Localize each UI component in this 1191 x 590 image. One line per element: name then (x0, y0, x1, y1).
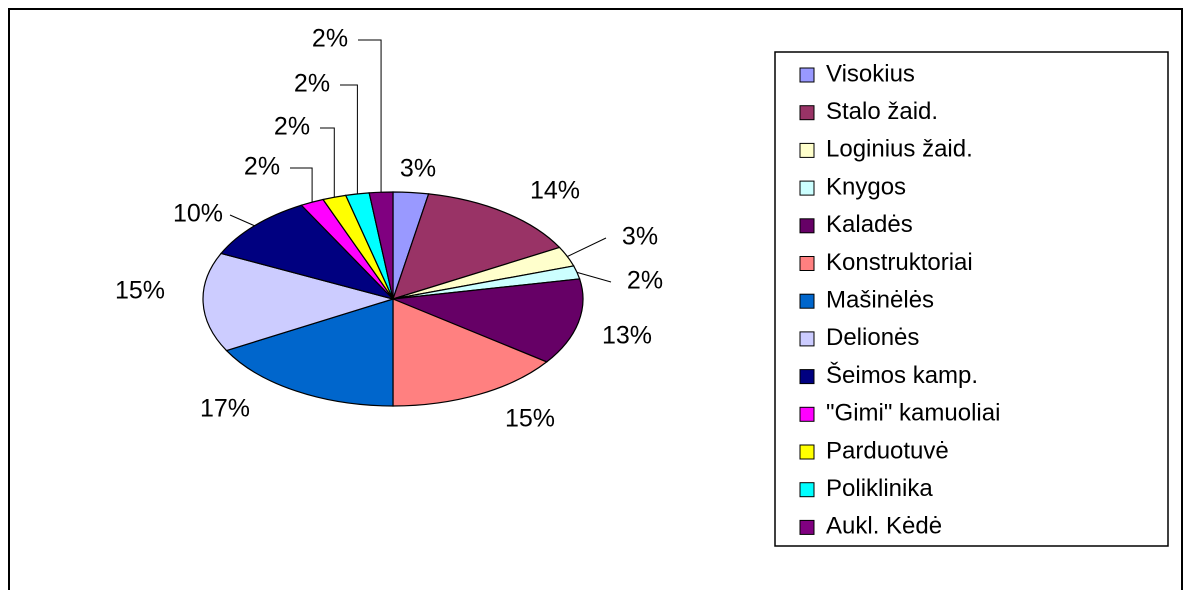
legend-label: Delionės (826, 324, 919, 351)
data-label: 2% (274, 113, 310, 141)
leader-line (358, 39, 382, 193)
leader-line (290, 167, 313, 203)
data-label: 10% (173, 200, 223, 228)
legend-swatch (799, 142, 815, 158)
legend-swatch (799, 105, 815, 121)
legend-label: Loginius žaid. (826, 136, 973, 163)
legend-label: Mašinėlės (826, 287, 934, 314)
chart-frame (8, 8, 1183, 590)
legend-label: Šeimos kamp. (826, 361, 978, 389)
legend-swatch (799, 406, 815, 422)
legend-label: Stalo žaid. (826, 98, 938, 125)
data-label: 2% (627, 267, 663, 295)
legend-swatch (799, 519, 815, 535)
legend-box (774, 51, 1169, 547)
leader-line (576, 271, 612, 283)
legend-swatch (799, 67, 815, 83)
data-label: 2% (294, 70, 330, 98)
legend-label: Poliklinika (826, 475, 933, 502)
legend-swatch (799, 256, 815, 271)
leader-line (229, 214, 255, 227)
pie-slice (202, 252, 396, 352)
legend-label: Parduotuvė (826, 437, 949, 464)
data-label: 2% (312, 25, 348, 53)
data-label: 17% (200, 395, 250, 423)
pie-slice (392, 278, 584, 363)
data-label: 2% (244, 153, 280, 181)
leader-line (567, 237, 607, 257)
data-label: 14% (530, 177, 580, 205)
data-label: 3% (400, 155, 436, 183)
legend-swatch (799, 444, 815, 460)
data-label: 13% (602, 322, 652, 350)
legend-swatch (799, 482, 815, 498)
legend-label: Aukl. Kėdė (826, 513, 942, 540)
data-label: 15% (115, 277, 165, 305)
data-label: 3% (622, 223, 658, 251)
pie-slice (392, 298, 548, 407)
legend-swatch (799, 218, 815, 234)
pie-slice (220, 204, 395, 301)
legend-label: Visokius (826, 60, 915, 87)
legend-swatch (799, 369, 815, 385)
legend-swatch (799, 293, 815, 309)
legend-label: "Gimi" kamuoliai (826, 400, 1000, 427)
pie-slice (392, 193, 561, 300)
legend-label: Kaladės (826, 211, 913, 238)
leader-line (340, 84, 358, 194)
legend-swatch (799, 180, 815, 196)
leader-line (320, 127, 335, 198)
data-label: 15% (505, 405, 555, 433)
legend-label: Konstruktoriai (826, 249, 973, 276)
pie-slice (225, 298, 394, 407)
legend-swatch (799, 331, 815, 347)
pie-slice (368, 191, 394, 300)
legend-label: Knygos (826, 173, 906, 200)
